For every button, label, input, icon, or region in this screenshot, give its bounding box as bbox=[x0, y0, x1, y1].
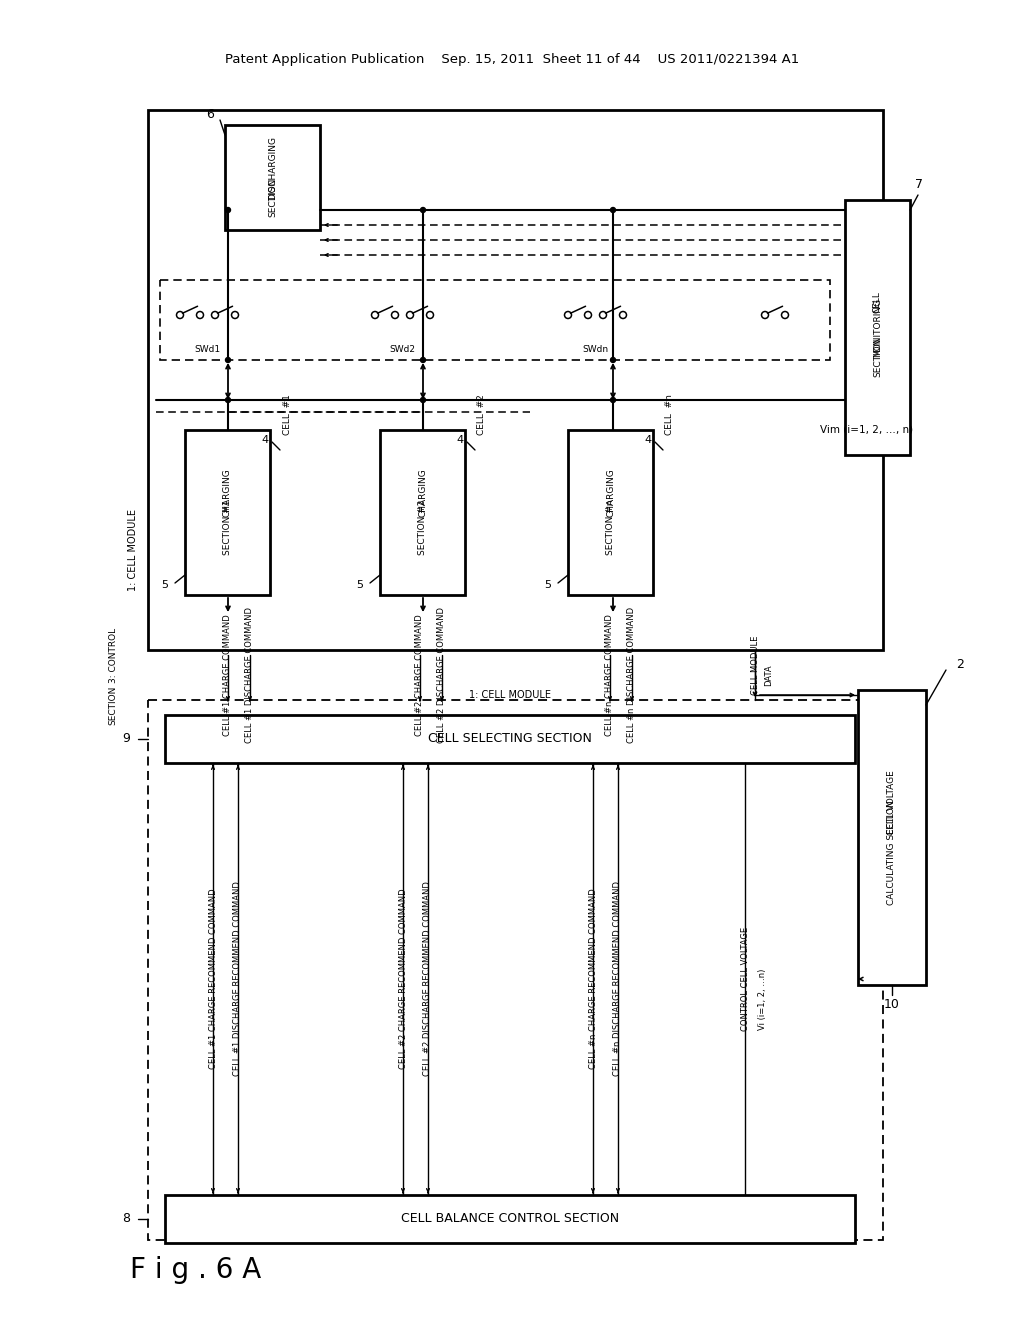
Text: Patent Application Publication    Sep. 15, 2011  Sheet 11 of 44    US 2011/02213: Patent Application Publication Sep. 15, … bbox=[225, 54, 799, 66]
Text: CELL MODULE: CELL MODULE bbox=[751, 635, 760, 694]
Text: 3: CONTROL: 3: CONTROL bbox=[109, 627, 118, 682]
Text: SWd1: SWd1 bbox=[195, 346, 220, 355]
Text: CHARGING: CHARGING bbox=[418, 469, 427, 517]
Bar bbox=[568, 430, 653, 595]
Circle shape bbox=[421, 397, 426, 403]
Bar bbox=[185, 430, 270, 595]
Text: CELL #1 DISCHARGE RECOMMEND COMMAND: CELL #1 DISCHARGE RECOMMEND COMMAND bbox=[233, 882, 243, 1076]
Text: 5: 5 bbox=[545, 579, 552, 590]
Text: CHARGING: CHARGING bbox=[223, 469, 232, 517]
Text: 9: 9 bbox=[122, 733, 130, 746]
Text: CELL #2 DISCHARGE COMMAND: CELL #2 DISCHARGE COMMAND bbox=[437, 607, 446, 743]
Text: CHARGING: CHARGING bbox=[606, 469, 615, 517]
Text: 4: 4 bbox=[261, 436, 268, 445]
Text: DATA: DATA bbox=[765, 664, 773, 686]
Text: CELL #n DISCHARGE COMMAND: CELL #n DISCHARGE COMMAND bbox=[628, 607, 637, 743]
Text: CELL: CELL bbox=[873, 292, 882, 313]
Text: SECTION #n: SECTION #n bbox=[606, 500, 615, 556]
Text: MONITORING: MONITORING bbox=[873, 298, 882, 358]
Circle shape bbox=[610, 358, 615, 363]
Text: SWd2: SWd2 bbox=[389, 346, 416, 355]
Text: Vi (i=1, 2, …n): Vi (i=1, 2, …n) bbox=[758, 969, 767, 1030]
Text: CELL  #2: CELL #2 bbox=[477, 395, 486, 436]
Text: CELL #1 DISCHARGE COMMAND: CELL #1 DISCHARGE COMMAND bbox=[246, 607, 255, 743]
Text: SECTION: SECTION bbox=[268, 178, 278, 218]
Text: 4: 4 bbox=[644, 436, 651, 445]
Text: SECTION: SECTION bbox=[873, 338, 882, 378]
Text: 8: 8 bbox=[122, 1213, 130, 1225]
Bar bbox=[858, 690, 926, 985]
Text: CONTROL CELL VOLTAGE: CONTROL CELL VOLTAGE bbox=[740, 927, 750, 1031]
Text: DISCHARGING: DISCHARGING bbox=[268, 136, 278, 199]
Text: CELL BALANCE CONTROL SECTION: CELL BALANCE CONTROL SECTION bbox=[401, 1213, 620, 1225]
Circle shape bbox=[610, 207, 615, 213]
Bar bbox=[380, 430, 465, 595]
Bar bbox=[165, 1195, 855, 1243]
Text: SECTION #2: SECTION #2 bbox=[418, 500, 427, 556]
Text: 10: 10 bbox=[884, 998, 900, 1011]
Circle shape bbox=[610, 397, 615, 403]
Bar bbox=[160, 280, 830, 360]
Text: CELL #n DISCHARGE RECOMMEND COMMAND: CELL #n DISCHARGE RECOMMEND COMMAND bbox=[613, 882, 623, 1077]
Text: 4: 4 bbox=[457, 436, 464, 445]
Text: 5: 5 bbox=[356, 579, 364, 590]
Bar bbox=[225, 125, 319, 230]
Text: Vim (i=1, 2, …, n): Vim (i=1, 2, …, n) bbox=[820, 425, 913, 436]
Bar bbox=[148, 110, 883, 649]
Circle shape bbox=[225, 358, 230, 363]
Bar bbox=[148, 700, 883, 1239]
Bar bbox=[845, 201, 910, 455]
Text: CELL #2 CHARGE RECOMMEND COMMAND: CELL #2 CHARGE RECOMMEND COMMAND bbox=[398, 888, 408, 1069]
Text: 1: CELL MODULE: 1: CELL MODULE bbox=[128, 510, 138, 591]
Text: CELL #n CHARGE COMMAND: CELL #n CHARGE COMMAND bbox=[605, 614, 614, 737]
Text: F i g . 6 A: F i g . 6 A bbox=[130, 1257, 261, 1284]
Circle shape bbox=[421, 207, 426, 213]
Text: 6: 6 bbox=[206, 108, 214, 121]
Circle shape bbox=[225, 207, 230, 213]
Text: 7: 7 bbox=[915, 178, 923, 191]
Text: CELL #2 CHARGE COMMAND: CELL #2 CHARGE COMMAND bbox=[416, 614, 425, 735]
Text: 5: 5 bbox=[162, 579, 169, 590]
Text: CELL  #1: CELL #1 bbox=[283, 395, 292, 436]
Text: CELL #2 DISCHARGE RECOMMEND COMMAND: CELL #2 DISCHARGE RECOMMEND COMMAND bbox=[424, 882, 432, 1076]
Text: CELL #1 CHARGE RECOMMEND COMMAND: CELL #1 CHARGE RECOMMEND COMMAND bbox=[209, 888, 217, 1069]
Circle shape bbox=[421, 358, 426, 363]
Text: 1: CELL MODULE: 1: CELL MODULE bbox=[469, 690, 551, 700]
Text: CELL VOLTAGE: CELL VOLTAGE bbox=[888, 770, 896, 834]
Text: CALCULATING SECTION: CALCULATING SECTION bbox=[888, 800, 896, 906]
Circle shape bbox=[225, 397, 230, 403]
Text: SWdn: SWdn bbox=[583, 346, 608, 355]
Bar bbox=[165, 715, 855, 763]
Text: SECTION #1: SECTION #1 bbox=[223, 500, 232, 556]
Text: SECTION: SECTION bbox=[109, 685, 118, 725]
Text: 2: 2 bbox=[956, 659, 964, 672]
Text: CELL #n CHARGE RECOMMEND COMMAND: CELL #n CHARGE RECOMMEND COMMAND bbox=[589, 888, 597, 1069]
Text: CELL #1 CHARGE COMMAND: CELL #1 CHARGE COMMAND bbox=[223, 614, 232, 735]
Text: CELL  #n: CELL #n bbox=[666, 395, 675, 436]
Text: CELL SELECTING SECTION: CELL SELECTING SECTION bbox=[428, 733, 592, 746]
